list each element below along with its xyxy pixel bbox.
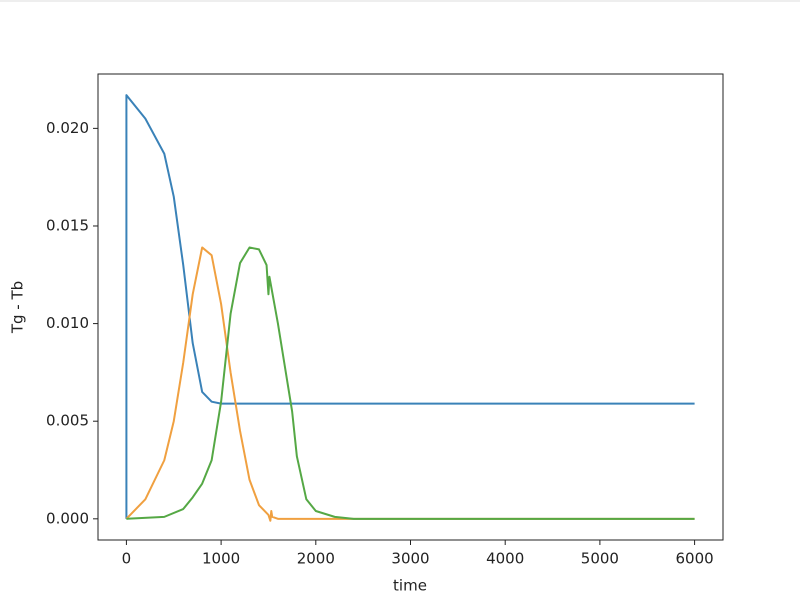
y-axis-label: Tg - Tb	[9, 281, 27, 334]
y-tick-label: 0.000	[46, 509, 89, 527]
data-line	[125, 94, 695, 519]
y-tick-label: 0.015	[46, 216, 89, 234]
x-tick-label: 6000	[675, 550, 713, 568]
x-tick-label: 5000	[581, 550, 619, 568]
x-tick-label: 4000	[486, 550, 524, 568]
x-tick-label: 0	[122, 550, 132, 568]
x-tick-label: 1000	[202, 550, 240, 568]
data-line	[125, 246, 695, 522]
y-tick-label: 0.005	[46, 412, 89, 430]
y-tick-label: 0.010	[46, 314, 89, 332]
x-axis-label: time	[393, 577, 427, 595]
data-line	[126, 246, 695, 520]
x-tick-label: 2000	[297, 550, 335, 568]
y-tick-label: 0.020	[46, 119, 89, 137]
x-tick-label: 3000	[391, 550, 429, 568]
